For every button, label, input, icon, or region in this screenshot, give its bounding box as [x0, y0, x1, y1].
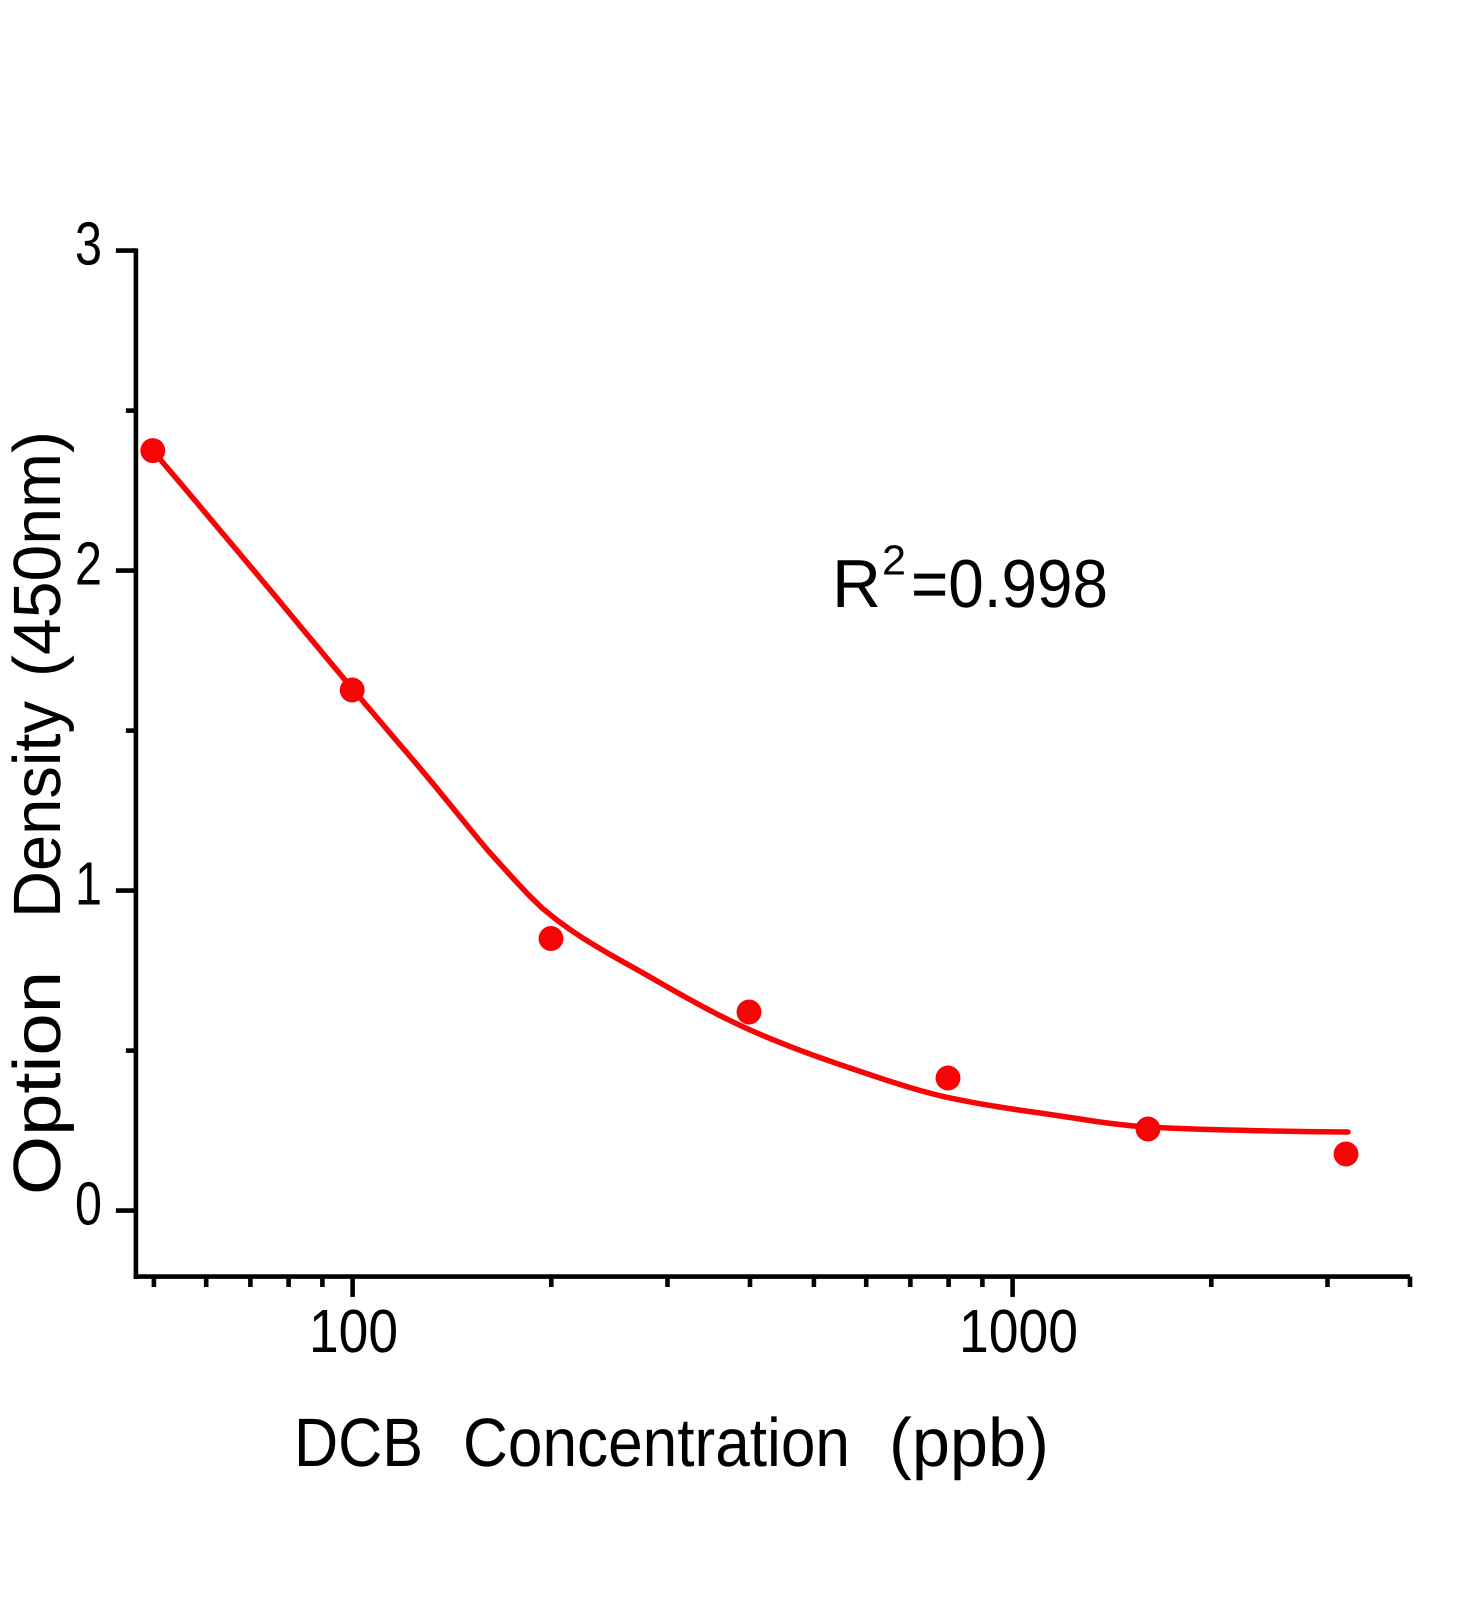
svg-text:3: 3 — [75, 209, 102, 277]
svg-text:1000: 1000 — [959, 1297, 1078, 1365]
svg-text:Concentration: Concentration — [463, 1404, 850, 1481]
svg-text:Option: Option — [0, 971, 75, 1195]
svg-text:DCB: DCB — [294, 1404, 423, 1481]
svg-text:(450nm): (450nm) — [0, 431, 75, 677]
svg-text:0: 0 — [75, 1169, 102, 1237]
svg-text:2: 2 — [882, 537, 906, 584]
svg-text:1: 1 — [75, 849, 102, 917]
svg-text:R: R — [832, 546, 881, 622]
svg-text:100: 100 — [309, 1297, 398, 1365]
svg-text:=0.998: =0.998 — [911, 546, 1108, 622]
svg-text:Density: Density — [0, 701, 75, 918]
svg-text:2: 2 — [75, 529, 102, 597]
svg-text:(ppb): (ppb) — [889, 1404, 1049, 1481]
